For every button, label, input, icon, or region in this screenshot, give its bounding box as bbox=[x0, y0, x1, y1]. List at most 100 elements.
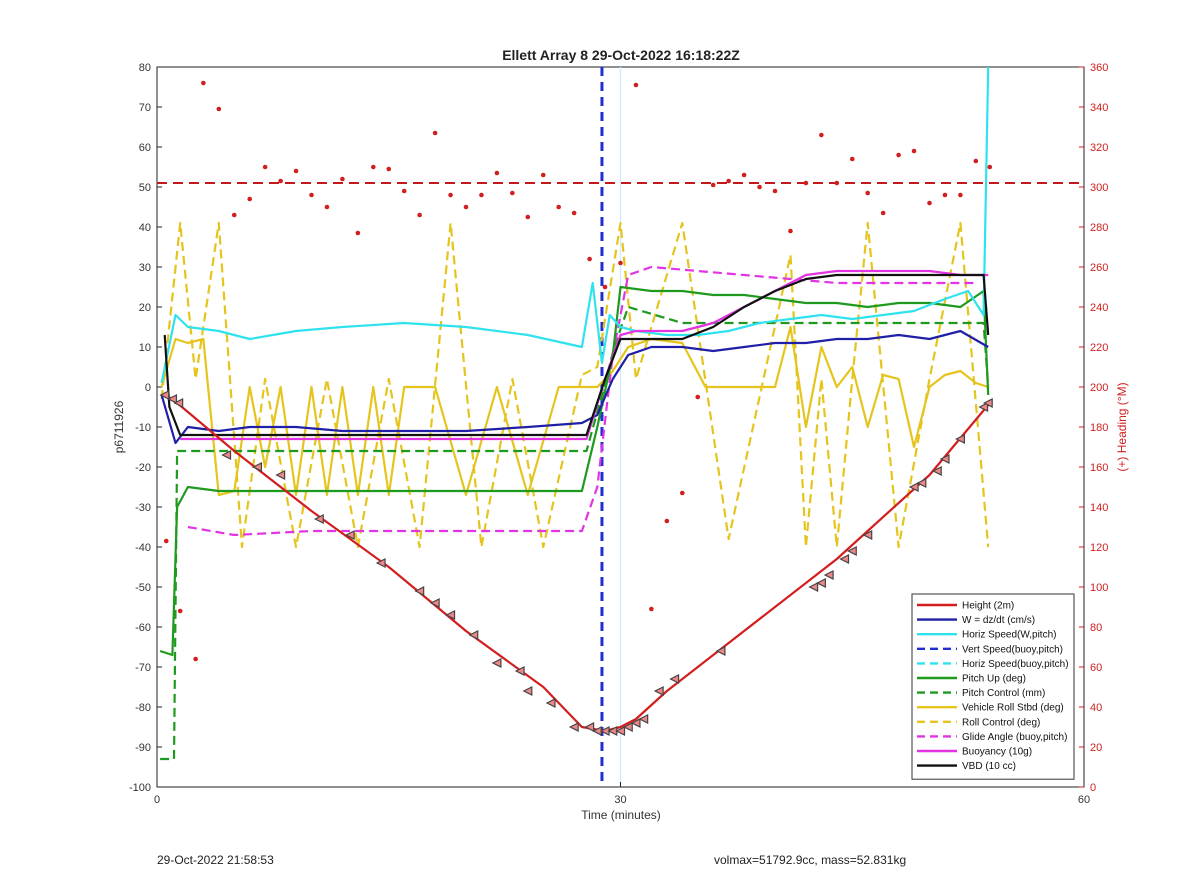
legend: Height (2m) W = dz/dt (cm/s) Horiz Speed(W… bbox=[911, 593, 1075, 780]
height-marker bbox=[622, 722, 633, 732]
legend-label-pitch-up-deg: Pitch Up (deg) bbox=[962, 674, 1026, 685]
legend-label-w-dz-dt-cm-s: W = dz/dt (cm/s) bbox=[962, 615, 1035, 626]
height-marker bbox=[638, 714, 649, 724]
height-marker bbox=[839, 554, 850, 564]
heading-point bbox=[695, 394, 701, 400]
heading-point bbox=[788, 228, 793, 234]
y-tick-label: -80 bbox=[135, 702, 151, 714]
height-marker bbox=[808, 582, 819, 592]
legend-label-pitch-control-mm: Pitch Control (mm) bbox=[962, 688, 1045, 699]
heading-point bbox=[262, 164, 268, 170]
heading-point bbox=[633, 82, 639, 88]
legend-label-horiz-speed-w-pitch: Horiz Speed(W,pitch) bbox=[962, 630, 1056, 641]
heading-point bbox=[803, 180, 809, 186]
y2-tick-label: 360 bbox=[1090, 62, 1108, 74]
footer-timestamp: 29-Oct-2022 21:58:53 bbox=[157, 853, 274, 867]
heading-point bbox=[556, 204, 561, 210]
series-line-pitch-up-deg bbox=[159, 285, 990, 657]
height-marker bbox=[630, 718, 641, 728]
height-marker bbox=[159, 390, 170, 400]
legend-label-glide-angle-buoy-pitch: Glide Angle (buoy,pitch) bbox=[962, 732, 1067, 743]
y2-tick-label: 140 bbox=[1090, 502, 1108, 514]
heading-point bbox=[201, 80, 206, 86]
y-tick-label: -10 bbox=[135, 422, 151, 434]
y-tick-label: 50 bbox=[139, 182, 151, 194]
height-marker bbox=[823, 570, 834, 580]
y2-tick-label: 0 bbox=[1090, 782, 1096, 794]
heading-point bbox=[309, 192, 314, 198]
y-axis-label: p6711926 bbox=[112, 400, 126, 453]
y2-tick-label: 220 bbox=[1090, 342, 1108, 354]
height-marker bbox=[978, 402, 989, 412]
heading-point bbox=[371, 164, 376, 170]
heading-point bbox=[193, 656, 198, 662]
heading-point bbox=[819, 132, 824, 138]
heading-point bbox=[927, 200, 932, 206]
height-marker bbox=[568, 722, 579, 732]
plot-area: -100-90-80-70-60-50-40-30-20-10010203040… bbox=[129, 62, 1108, 806]
heading-point bbox=[973, 158, 979, 164]
heading-point bbox=[163, 538, 169, 544]
height-marker bbox=[584, 722, 595, 732]
y-tick-label: -90 bbox=[135, 742, 151, 754]
height-marker bbox=[908, 482, 919, 492]
series-line-horiz-speed-w-pitch bbox=[160, 67, 990, 384]
y2-tick-label: 340 bbox=[1090, 102, 1108, 114]
height-marker bbox=[221, 450, 232, 460]
x-tick-label: 30 bbox=[614, 794, 626, 806]
x-axis-label: Time (minutes) bbox=[581, 808, 661, 822]
heading-point bbox=[741, 172, 747, 178]
height-marker bbox=[344, 530, 355, 540]
heading-point bbox=[896, 152, 901, 158]
height-marker bbox=[313, 514, 324, 524]
height-marker bbox=[653, 686, 664, 696]
height-marker bbox=[982, 398, 993, 408]
heading-point bbox=[293, 168, 299, 174]
heading-point bbox=[432, 130, 438, 136]
chart-title: Ellett Array 8 29-Oct-2022 16:18:22Z bbox=[502, 47, 740, 63]
height-marker bbox=[715, 646, 726, 656]
heading-point bbox=[386, 166, 392, 172]
heading-point bbox=[247, 196, 252, 202]
height-marker bbox=[816, 578, 826, 588]
y-tick-label: 70 bbox=[139, 102, 151, 114]
heading-point bbox=[463, 204, 469, 210]
series-line-buoyancy-10g bbox=[180, 269, 989, 441]
legend-label-vehicle-roll-stbd-deg: Vehicle Roll Stbd (deg) bbox=[962, 703, 1064, 714]
legend-label-horiz-speed-buoy-pitch: Horiz Speed(buoy,pitch) bbox=[962, 659, 1069, 670]
series-line-roll-control-deg bbox=[160, 221, 990, 549]
height-marker bbox=[468, 630, 479, 640]
legend-label-vert-speed-buoy-pitch: Vert Speed(buoy,pitch) bbox=[962, 644, 1063, 655]
y-tick-label: 20 bbox=[139, 302, 151, 314]
heading-point bbox=[680, 490, 685, 496]
heading-point bbox=[401, 188, 407, 194]
y2-tick-label: 240 bbox=[1090, 302, 1108, 314]
heading-point bbox=[216, 106, 222, 112]
heading-point bbox=[911, 148, 917, 154]
x-tick-label: 0 bbox=[154, 794, 160, 806]
height-marker bbox=[916, 478, 927, 488]
y-tick-label: -30 bbox=[135, 502, 151, 514]
legend-label-buoyancy-10g: Buoyancy (10g) bbox=[962, 747, 1032, 758]
height-marker bbox=[429, 598, 440, 608]
y2-tick-label: 300 bbox=[1090, 182, 1108, 194]
height-marker bbox=[414, 586, 425, 596]
y-tick-label: -50 bbox=[135, 582, 151, 594]
height-marker bbox=[939, 454, 950, 464]
height-marker bbox=[545, 698, 556, 708]
y2-tick-label: 20 bbox=[1090, 742, 1102, 754]
heading-point bbox=[540, 172, 546, 178]
heading-point bbox=[757, 184, 762, 190]
legend-label-height-2m: Height (2m) bbox=[962, 601, 1014, 612]
y2-tick-label: 200 bbox=[1090, 382, 1108, 394]
y-tick-label: 10 bbox=[139, 342, 151, 354]
height-marker bbox=[514, 666, 525, 676]
y2-tick-label: 60 bbox=[1090, 662, 1102, 674]
height-marker bbox=[862, 530, 873, 540]
heading-point bbox=[865, 190, 870, 196]
heading-point bbox=[177, 608, 183, 614]
y2-tick-label: 260 bbox=[1090, 262, 1108, 274]
heading-point bbox=[355, 230, 361, 236]
y-tick-label: -70 bbox=[135, 662, 151, 674]
